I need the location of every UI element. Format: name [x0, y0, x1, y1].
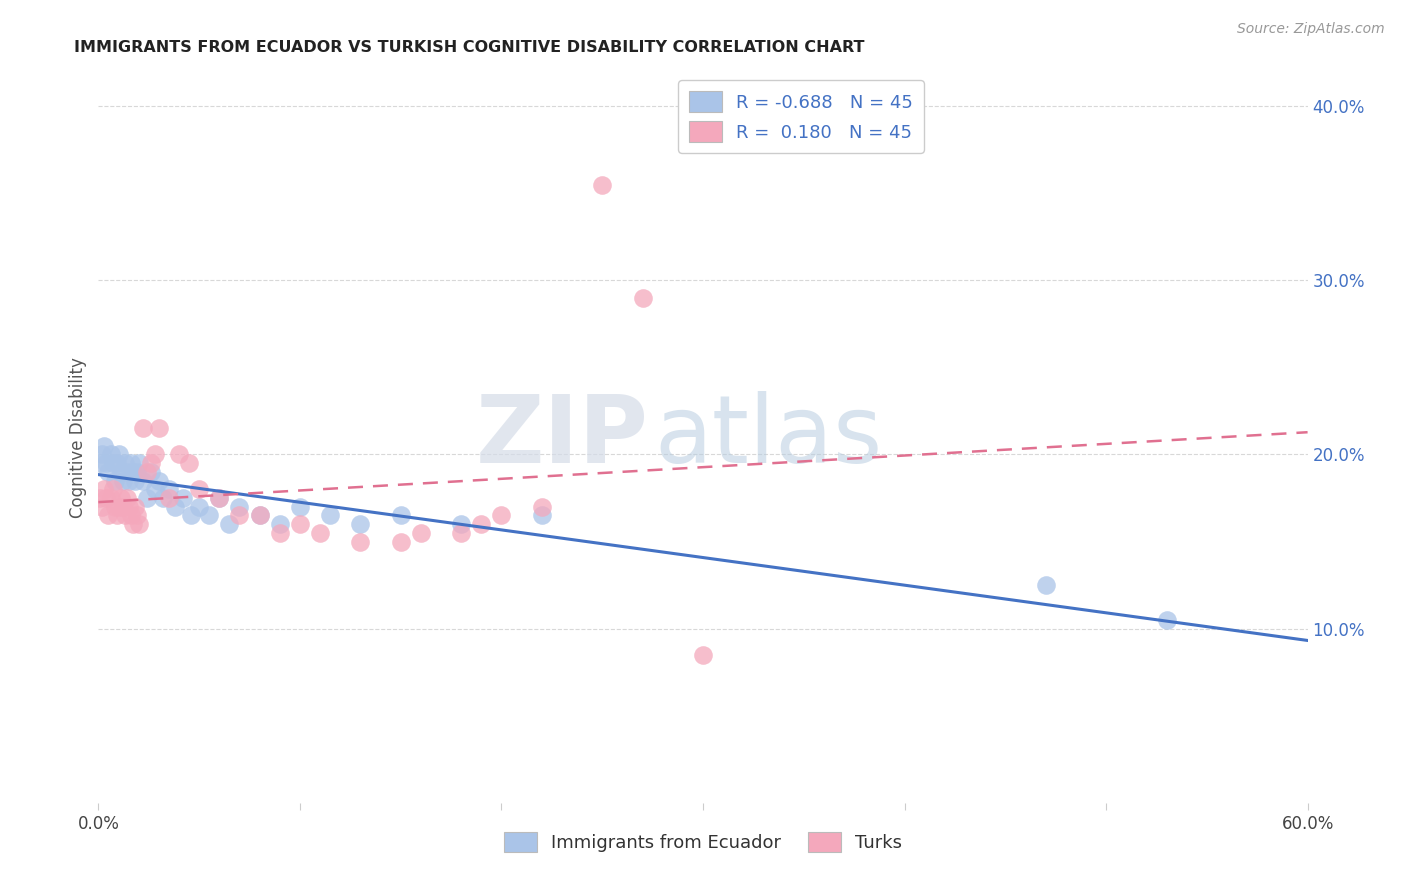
Point	[118, 474, 141, 488]
Point	[101, 456, 124, 470]
Point	[208, 491, 231, 505]
Point	[198, 508, 221, 523]
Point	[110, 465, 132, 479]
Point	[1156, 613, 1178, 627]
Point	[124, 500, 146, 514]
Point	[288, 517, 311, 532]
Point	[218, 517, 240, 532]
Point	[389, 534, 412, 549]
Point	[389, 508, 412, 523]
Point	[100, 448, 122, 462]
Point	[135, 465, 157, 479]
Point	[167, 448, 190, 462]
Point	[120, 508, 142, 523]
Point	[269, 517, 291, 532]
Point	[107, 448, 129, 462]
Point	[97, 465, 120, 479]
Point	[100, 491, 122, 505]
Point	[249, 508, 271, 523]
Point	[692, 648, 714, 662]
Point	[115, 465, 138, 479]
Point	[124, 474, 146, 488]
Point	[491, 508, 513, 523]
Point	[135, 491, 157, 505]
Point	[121, 517, 143, 532]
Point	[103, 500, 125, 514]
Point	[269, 525, 291, 540]
Point	[125, 508, 148, 523]
Point	[470, 517, 492, 532]
Point	[228, 500, 250, 514]
Point	[105, 456, 128, 470]
Point	[103, 474, 125, 488]
Text: ZIP: ZIP	[475, 391, 648, 483]
Point	[143, 483, 166, 497]
Point	[91, 500, 114, 514]
Point	[228, 508, 250, 523]
Legend: Immigrants from Ecuador, Turks: Immigrants from Ecuador, Turks	[496, 824, 910, 860]
Point	[172, 491, 194, 505]
Point	[163, 500, 186, 514]
Point	[180, 508, 202, 523]
Point	[111, 500, 134, 514]
Point	[96, 456, 118, 470]
Point	[120, 456, 142, 470]
Point	[591, 178, 613, 192]
Point	[115, 491, 138, 505]
Point	[128, 456, 150, 470]
Point	[1035, 578, 1057, 592]
Point	[450, 517, 472, 532]
Point	[208, 491, 231, 505]
Point	[121, 465, 143, 479]
Text: atlas: atlas	[655, 391, 883, 483]
Point	[107, 500, 129, 514]
Point	[118, 500, 141, 514]
Point	[93, 439, 115, 453]
Point	[101, 483, 124, 497]
Point	[128, 517, 150, 532]
Point	[530, 500, 553, 514]
Point	[157, 491, 180, 505]
Point	[249, 508, 271, 523]
Point	[157, 483, 180, 497]
Point	[110, 491, 132, 505]
Point	[139, 465, 162, 479]
Point	[91, 448, 114, 462]
Point	[188, 500, 211, 514]
Point	[96, 491, 118, 505]
Point	[125, 465, 148, 479]
Point	[309, 525, 332, 540]
Point	[139, 456, 162, 470]
Point	[179, 456, 201, 470]
Point	[89, 456, 111, 470]
Y-axis label: Cognitive Disability: Cognitive Disability	[69, 357, 87, 517]
Point	[530, 508, 553, 523]
Point	[188, 483, 211, 497]
Point	[97, 508, 120, 523]
Point	[132, 421, 155, 435]
Point	[409, 525, 432, 540]
Point	[132, 474, 155, 488]
Point	[631, 291, 654, 305]
Point	[114, 456, 136, 470]
Point	[105, 508, 128, 523]
Point	[143, 448, 166, 462]
Point	[89, 491, 111, 505]
Point	[152, 491, 174, 505]
Point	[319, 508, 342, 523]
Text: Source: ZipAtlas.com: Source: ZipAtlas.com	[1237, 22, 1385, 37]
Point	[93, 483, 115, 497]
Text: IMMIGRANTS FROM ECUADOR VS TURKISH COGNITIVE DISABILITY CORRELATION CHART: IMMIGRANTS FROM ECUADOR VS TURKISH COGNI…	[75, 40, 865, 55]
Point	[111, 474, 134, 488]
Point	[450, 525, 472, 540]
Point	[349, 534, 371, 549]
Point	[148, 474, 170, 488]
Point	[114, 508, 136, 523]
Point	[148, 421, 170, 435]
Point	[288, 500, 311, 514]
Point	[349, 517, 371, 532]
